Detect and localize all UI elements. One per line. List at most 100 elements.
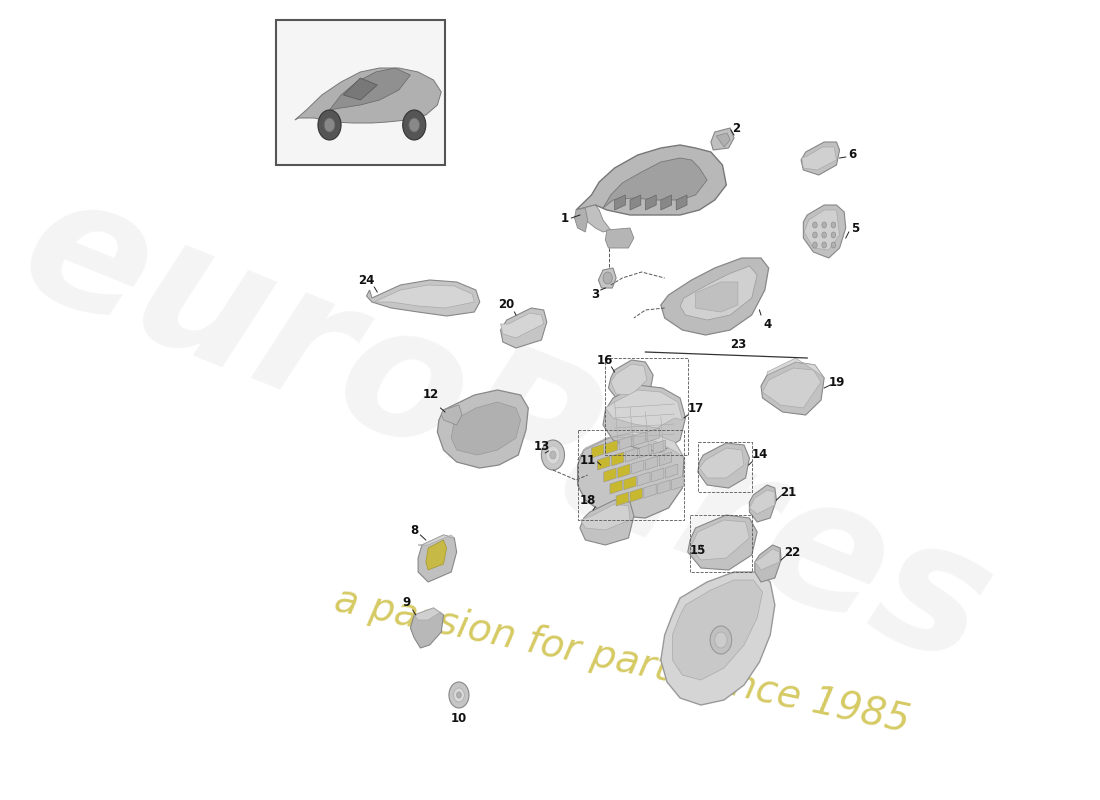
Polygon shape bbox=[634, 432, 646, 446]
Polygon shape bbox=[624, 476, 636, 490]
Polygon shape bbox=[638, 472, 650, 486]
Polygon shape bbox=[755, 549, 780, 570]
Polygon shape bbox=[580, 500, 634, 545]
Polygon shape bbox=[441, 405, 462, 425]
Text: 24: 24 bbox=[359, 274, 375, 286]
Polygon shape bbox=[451, 402, 520, 455]
Polygon shape bbox=[619, 436, 631, 450]
Polygon shape bbox=[626, 448, 638, 462]
Polygon shape bbox=[749, 485, 777, 522]
Polygon shape bbox=[801, 142, 839, 175]
Text: 3: 3 bbox=[592, 289, 600, 302]
Polygon shape bbox=[711, 128, 734, 150]
Circle shape bbox=[813, 232, 817, 238]
Polygon shape bbox=[644, 484, 657, 498]
Polygon shape bbox=[762, 368, 821, 408]
Polygon shape bbox=[598, 268, 616, 288]
Polygon shape bbox=[604, 468, 616, 482]
Polygon shape bbox=[672, 476, 684, 490]
Polygon shape bbox=[639, 444, 651, 458]
Text: 21: 21 bbox=[780, 486, 796, 498]
Polygon shape bbox=[616, 492, 628, 506]
Polygon shape bbox=[716, 133, 730, 147]
Polygon shape bbox=[803, 205, 846, 258]
Polygon shape bbox=[646, 456, 658, 470]
Text: 11: 11 bbox=[580, 454, 596, 466]
Polygon shape bbox=[661, 258, 769, 335]
Polygon shape bbox=[767, 358, 824, 378]
Circle shape bbox=[813, 242, 817, 248]
Polygon shape bbox=[418, 535, 454, 545]
Polygon shape bbox=[761, 362, 824, 415]
Polygon shape bbox=[661, 195, 672, 210]
Polygon shape bbox=[366, 280, 480, 316]
Polygon shape bbox=[630, 488, 642, 502]
Polygon shape bbox=[605, 228, 634, 248]
Polygon shape bbox=[680, 266, 757, 320]
Circle shape bbox=[822, 242, 826, 248]
Polygon shape bbox=[605, 390, 682, 428]
Circle shape bbox=[546, 446, 560, 464]
Text: 15: 15 bbox=[690, 543, 706, 557]
Circle shape bbox=[324, 118, 334, 132]
Text: 13: 13 bbox=[534, 441, 550, 454]
Polygon shape bbox=[749, 490, 774, 514]
Polygon shape bbox=[695, 282, 738, 312]
Polygon shape bbox=[661, 572, 774, 705]
Polygon shape bbox=[672, 580, 762, 680]
Polygon shape bbox=[653, 440, 666, 454]
Polygon shape bbox=[630, 195, 641, 210]
Text: 1: 1 bbox=[560, 211, 569, 225]
Polygon shape bbox=[374, 285, 474, 308]
Circle shape bbox=[403, 110, 426, 140]
Circle shape bbox=[603, 272, 613, 284]
Polygon shape bbox=[605, 440, 618, 454]
Text: 23: 23 bbox=[729, 338, 746, 351]
Circle shape bbox=[822, 222, 826, 228]
Polygon shape bbox=[578, 432, 684, 460]
Polygon shape bbox=[612, 452, 624, 466]
Polygon shape bbox=[697, 443, 749, 488]
Circle shape bbox=[715, 632, 727, 648]
Polygon shape bbox=[615, 195, 626, 210]
Polygon shape bbox=[438, 390, 528, 468]
Text: 8: 8 bbox=[410, 523, 418, 537]
Circle shape bbox=[822, 232, 826, 238]
Circle shape bbox=[832, 222, 836, 228]
Polygon shape bbox=[631, 460, 644, 474]
Polygon shape bbox=[608, 360, 653, 402]
Polygon shape bbox=[343, 78, 377, 100]
Polygon shape bbox=[659, 452, 672, 466]
Polygon shape bbox=[578, 432, 684, 518]
Polygon shape bbox=[603, 158, 707, 208]
Polygon shape bbox=[658, 480, 670, 494]
Text: 5: 5 bbox=[851, 222, 859, 234]
Polygon shape bbox=[426, 540, 447, 570]
Polygon shape bbox=[574, 208, 587, 232]
Polygon shape bbox=[415, 608, 443, 620]
Polygon shape bbox=[804, 210, 839, 250]
Polygon shape bbox=[610, 480, 623, 494]
Text: a passion for parts since 1985: a passion for parts since 1985 bbox=[331, 580, 913, 740]
Polygon shape bbox=[610, 364, 647, 395]
Circle shape bbox=[832, 242, 836, 248]
Circle shape bbox=[318, 110, 341, 140]
Text: 4: 4 bbox=[763, 318, 771, 331]
Text: 2: 2 bbox=[733, 122, 740, 134]
Polygon shape bbox=[295, 68, 441, 123]
Polygon shape bbox=[576, 205, 610, 232]
Polygon shape bbox=[618, 464, 630, 478]
Polygon shape bbox=[500, 313, 543, 338]
Polygon shape bbox=[700, 448, 744, 478]
Circle shape bbox=[832, 232, 836, 238]
Text: 12: 12 bbox=[424, 389, 439, 402]
Polygon shape bbox=[666, 464, 678, 478]
Text: 9: 9 bbox=[403, 597, 410, 610]
Polygon shape bbox=[676, 195, 688, 210]
Circle shape bbox=[711, 626, 732, 654]
Polygon shape bbox=[690, 520, 749, 560]
Text: 19: 19 bbox=[828, 375, 845, 389]
Text: 10: 10 bbox=[451, 711, 468, 725]
Text: 16: 16 bbox=[597, 354, 614, 366]
Polygon shape bbox=[581, 504, 630, 530]
